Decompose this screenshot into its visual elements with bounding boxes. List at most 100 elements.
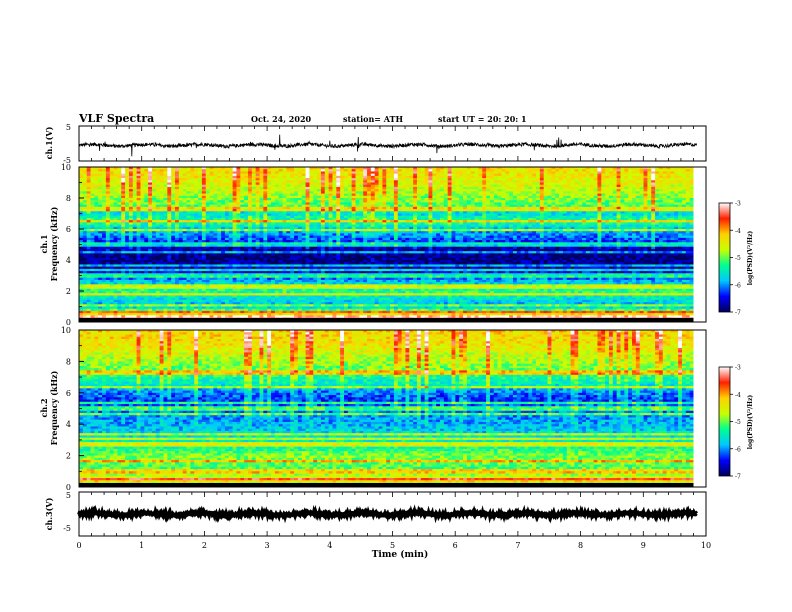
spectrogram-cell bbox=[140, 171, 144, 174]
spectrogram-cell bbox=[609, 200, 613, 203]
spectrogram-cell bbox=[217, 178, 221, 181]
spectrogram-cell bbox=[521, 205, 525, 208]
spectrogram-cell bbox=[348, 176, 352, 179]
spectrogram-cell bbox=[444, 178, 448, 181]
spectrogram-cell bbox=[448, 183, 452, 186]
spectrogram-cell bbox=[582, 191, 586, 194]
spectrogram-cell bbox=[244, 169, 248, 172]
spectrogram-cell bbox=[252, 178, 256, 181]
spectrogram-cell bbox=[240, 169, 244, 172]
spectrogram-cell bbox=[87, 202, 91, 205]
spectrogram-cell bbox=[336, 198, 340, 201]
spectrogram-cell bbox=[467, 200, 471, 203]
spectrogram-cell bbox=[582, 211, 586, 214]
spectrogram-cell bbox=[332, 178, 336, 181]
spectrogram-cell bbox=[152, 216, 156, 219]
spectrogram-cell bbox=[298, 220, 302, 223]
spectrogram-cell bbox=[325, 207, 329, 210]
spectrogram-cell bbox=[394, 189, 398, 192]
spectrogram-cell bbox=[302, 216, 306, 219]
spectrogram-cell bbox=[690, 189, 694, 192]
spectrogram-cell bbox=[686, 222, 690, 225]
spectrogram-cell bbox=[183, 231, 187, 234]
spectrogram-cell bbox=[91, 214, 95, 217]
spectrogram-cell bbox=[620, 227, 624, 230]
spectrogram-cell bbox=[79, 178, 83, 181]
spectrogram-cell bbox=[478, 176, 482, 179]
spectrogram-cell bbox=[613, 220, 617, 223]
spectrogram-cell bbox=[563, 227, 567, 230]
spectrogram-cell bbox=[398, 225, 402, 228]
spectrogram-cell bbox=[544, 194, 548, 197]
spectrogram-cell bbox=[574, 202, 578, 205]
spectrogram-cell bbox=[455, 225, 459, 228]
spectrogram-cell bbox=[248, 171, 252, 174]
spectrogram-cell bbox=[194, 189, 198, 192]
spectrogram-cell bbox=[160, 211, 164, 214]
spectrogram-cell bbox=[651, 231, 655, 234]
spectrogram-cell bbox=[102, 220, 106, 223]
spectrogram-cell bbox=[256, 205, 260, 208]
spectrogram-cell bbox=[140, 198, 144, 201]
spectrogram-cell bbox=[690, 216, 694, 219]
spectrogram-cell bbox=[452, 207, 456, 210]
spectrogram-cell bbox=[294, 200, 298, 203]
spectrogram-cell bbox=[436, 207, 440, 210]
spectrogram-cell bbox=[448, 176, 452, 179]
spectrogram-cell bbox=[567, 211, 571, 214]
spectrogram-cell bbox=[229, 171, 233, 174]
spectrogram-cell bbox=[548, 198, 552, 201]
spectrogram-cell bbox=[202, 216, 206, 219]
spectrogram-cell bbox=[421, 171, 425, 174]
spectrogram-cell bbox=[221, 169, 225, 172]
spectrogram-cell bbox=[152, 218, 156, 221]
spectrogram-cell bbox=[79, 176, 83, 179]
spectrogram-cell bbox=[405, 227, 409, 230]
spectrogram-cell bbox=[137, 200, 141, 203]
spectrogram-cell bbox=[394, 202, 398, 205]
spectrogram-cell bbox=[183, 233, 187, 236]
spectrogram-cell bbox=[486, 176, 490, 179]
spectrogram-cell bbox=[571, 222, 575, 225]
spectrogram-cell bbox=[594, 191, 598, 194]
spectrogram-cell bbox=[110, 194, 114, 197]
spectrogram-cell bbox=[167, 218, 171, 221]
spectrogram-cell bbox=[91, 171, 95, 174]
spectrogram-cell bbox=[332, 207, 336, 210]
spectrogram-cell bbox=[382, 198, 386, 201]
spectrogram-cell bbox=[463, 225, 467, 228]
spectrogram-cell bbox=[382, 174, 386, 177]
spectrogram-cell bbox=[279, 220, 283, 223]
spectrogram-cell bbox=[617, 171, 621, 174]
spectrogram-cell bbox=[275, 231, 279, 234]
spectrogram-cell bbox=[386, 194, 390, 197]
spectrogram-cell bbox=[594, 211, 598, 214]
spectrogram-cell bbox=[609, 218, 613, 221]
spectrogram-cell bbox=[452, 196, 456, 199]
spectrogram-cell bbox=[263, 185, 267, 188]
spectrogram-cell bbox=[106, 214, 110, 217]
spectrogram-cell bbox=[628, 214, 632, 217]
spectrogram-cell bbox=[213, 187, 217, 190]
spectrogram-cell bbox=[294, 227, 298, 230]
spectrogram-cell bbox=[628, 229, 632, 232]
spectrogram-cell bbox=[559, 205, 563, 208]
spectrogram-cell bbox=[651, 187, 655, 190]
spectrogram-cell bbox=[221, 205, 225, 208]
spectrogram-cell bbox=[363, 229, 367, 232]
spectrogram-cell bbox=[252, 233, 256, 236]
spectrogram-cell bbox=[501, 207, 505, 210]
spectrogram-cell bbox=[421, 183, 425, 186]
spectrogram-cell bbox=[371, 200, 375, 203]
spectrogram-cell bbox=[133, 183, 137, 186]
spectrogram-cell bbox=[455, 169, 459, 172]
spectrogram-cell bbox=[628, 176, 632, 179]
spectrogram-cell bbox=[317, 214, 321, 217]
spectrogram-cell bbox=[179, 211, 183, 214]
spectrogram-cell bbox=[405, 176, 409, 179]
spectrogram-cell bbox=[359, 171, 363, 174]
spectrogram-cell bbox=[375, 169, 379, 172]
spectrogram-cell bbox=[421, 229, 425, 232]
spectrogram-cell bbox=[171, 211, 175, 214]
spectrogram-cell bbox=[148, 187, 152, 190]
